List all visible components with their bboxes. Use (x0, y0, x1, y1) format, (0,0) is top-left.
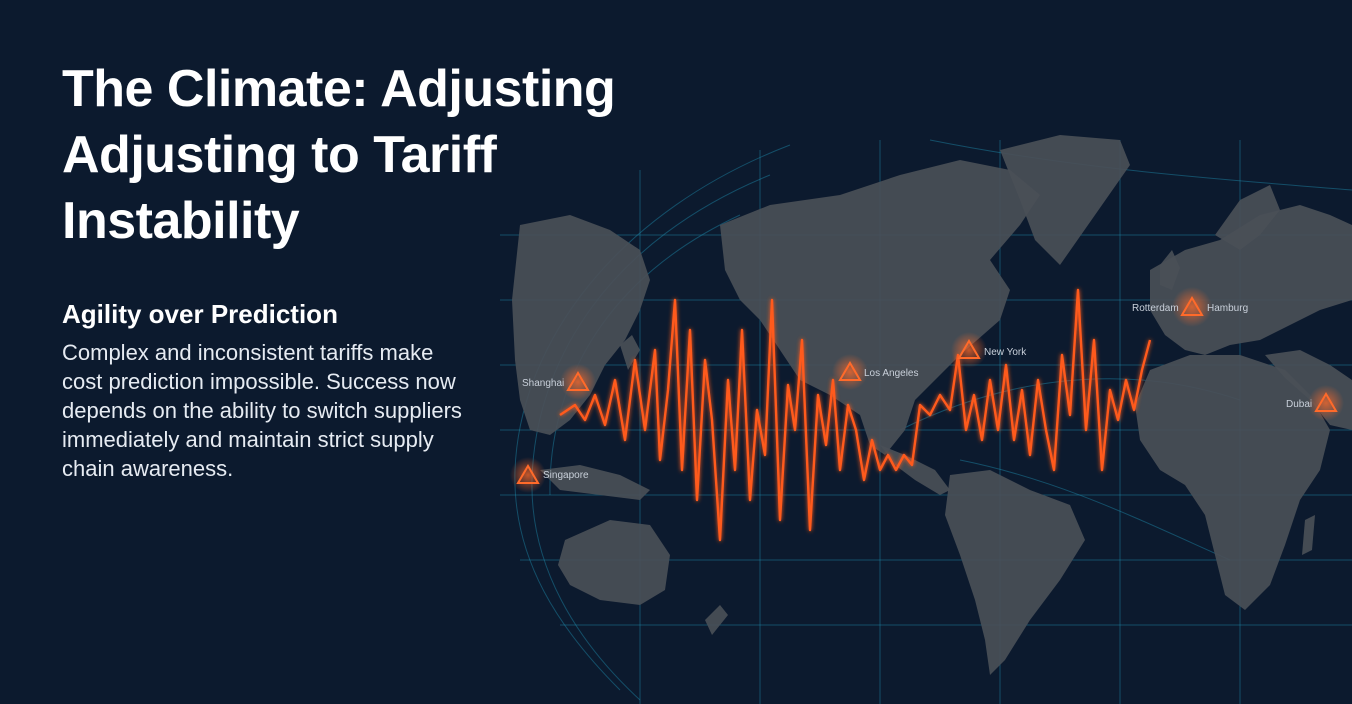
body-text: Complex and inconsistent tariffs make co… (62, 340, 462, 481)
madagascar-shape (1302, 515, 1315, 555)
hotspot-new-york[interactable]: New York (951, 332, 1027, 368)
warning-triangle-icon (1314, 392, 1338, 412)
title-line: Adjusting to Tariff (62, 126, 497, 184)
hotspot-shanghai[interactable]: Shanghai (522, 364, 596, 400)
hotspot-label: Singapore (543, 470, 589, 481)
title-line: Instability (62, 192, 300, 250)
indonesia-shape (540, 465, 650, 500)
continents (512, 135, 1352, 675)
hotspot-dubai[interactable]: Dubai (1286, 385, 1344, 421)
central-america-shape (880, 445, 950, 495)
north-america-shape (720, 160, 1040, 455)
asia-shape (512, 215, 650, 435)
hotspot-label: Dubai (1286, 399, 1312, 410)
scandinavia-shape (1215, 185, 1280, 250)
hotspot-label: Rotterdam (1132, 303, 1179, 314)
australia-shape (558, 520, 670, 605)
uk-shape (1160, 250, 1180, 290)
hotspot-singapore[interactable]: Singapore (510, 457, 589, 493)
warning-triangle-icon (838, 361, 862, 381)
warning-triangle-icon (566, 371, 590, 391)
warning-triangle-icon (516, 464, 540, 484)
hotspot-label: New York (984, 347, 1027, 358)
greenland-shape (1000, 135, 1130, 265)
hotspot-los-angeles[interactable]: Los Angeles (832, 354, 919, 390)
warning-triangle-icon (957, 339, 981, 359)
page-title: The Climate: Adjusting Adjusting to Tari… (62, 56, 722, 254)
hotspot-label: Shanghai (522, 378, 564, 389)
title-line: The Climate: Adjusting (62, 60, 616, 118)
section-heading: Agility over Prediction (62, 299, 338, 329)
hotspot-label: Hamburg (1207, 303, 1248, 314)
hotspot-rotterdam-hamburg[interactable]: Rotterdam Hamburg (1132, 287, 1248, 327)
japan-shape (620, 335, 640, 370)
tariff-volatility-line (559, 288, 1152, 542)
text-panel: The Climate: Adjusting Adjusting to Tari… (62, 56, 722, 483)
hotspot-label: Los Angeles (864, 368, 919, 379)
south-america-shape (945, 470, 1085, 675)
africa-shape (1135, 355, 1330, 610)
new-zealand-shape (705, 605, 728, 635)
warning-triangle-icon (1180, 296, 1204, 316)
hotspots: Shanghai Singapore Los Angeles New York (510, 287, 1344, 493)
